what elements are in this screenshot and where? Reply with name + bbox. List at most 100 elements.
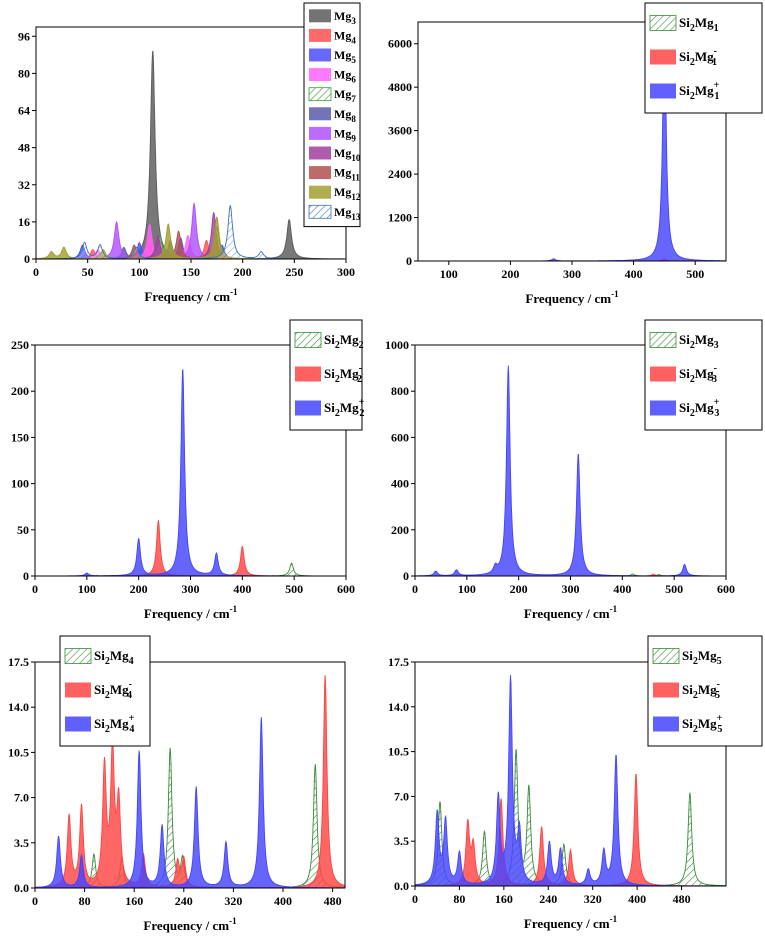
x-tick-label: 200 <box>510 582 528 596</box>
legend-label: Si2Mg-3 <box>679 363 717 385</box>
y-tick-label: 0 <box>403 569 409 583</box>
y-tick-label: 0.0 <box>394 879 409 893</box>
x-tick-label: 480 <box>324 894 342 908</box>
x-tick-label: 400 <box>625 267 643 281</box>
legend-swatch <box>308 87 332 102</box>
chart-panel-si2mg4: 0 80 160 240 320 400 480 0.0 3.5 7.0 10.5 14.0 17.5 F… <box>8 635 346 933</box>
legend-swatch <box>308 204 332 219</box>
y-tick-label: 32 <box>18 178 30 192</box>
series-group <box>35 675 345 888</box>
x-tick-label: 300 <box>182 582 200 596</box>
legend-swatch <box>294 332 322 348</box>
y-tick-label: 600 <box>391 430 409 444</box>
x-tick-label: 240 <box>539 892 557 906</box>
y-tick-label: 16 <box>18 215 30 229</box>
x-tick-label: 320 <box>224 894 242 908</box>
legend-swatch <box>295 400 321 416</box>
x-axis-label: Frequency / cm-1 <box>525 289 619 306</box>
legend-swatch <box>309 48 331 62</box>
x-tick-label: 480 <box>673 892 691 906</box>
x-tick-label: 100 <box>130 265 148 279</box>
chart-panel-si2mg3: 0 100 200 300 400 500 600 0 200 400 600 800 1000 Freq… <box>385 319 763 621</box>
plot-frame <box>35 26 347 260</box>
y-tick-label: 800 <box>391 384 409 398</box>
y-tick-label: 400 <box>391 477 409 491</box>
x-axis-label: Frequency / cm-1 <box>143 916 237 933</box>
x-tick-label: 160 <box>125 894 143 908</box>
y-tick-label: 0 <box>23 569 29 583</box>
series-group <box>415 365 726 576</box>
series-area-si2mg4plus <box>35 717 345 888</box>
x-tick-label: 100 <box>458 582 476 596</box>
legend-label: Mg5 <box>334 48 356 65</box>
y-tick-label: 0.0 <box>14 881 29 895</box>
legend-label: Si2Mg4 <box>94 648 134 667</box>
x-tick-label: 400 <box>628 892 646 906</box>
y-tick-label: 0 <box>406 254 412 268</box>
legend-label: Mg7 <box>334 87 356 104</box>
series-group <box>36 50 346 259</box>
y-tick-label: 4800 <box>388 80 412 94</box>
legend-swatch <box>65 716 91 732</box>
x-tick-label: 250 <box>285 265 303 279</box>
legend-label: Mg10 <box>334 146 361 163</box>
y-tick-label: 3.5 <box>394 834 409 848</box>
y-tick-label: 14.0 <box>8 700 29 714</box>
legend: Si2Mg2 Si2Mg-2 Si2Mg+ 2 <box>289 319 365 431</box>
legend-swatch <box>649 15 677 31</box>
x-axis-label: Frequency / cm-1 <box>144 604 238 621</box>
y-tick-label: 80 <box>18 66 30 80</box>
x-tick-label: 400 <box>233 582 251 596</box>
x-tick-label: 300 <box>337 265 355 279</box>
x-tick-label: 100 <box>440 267 458 281</box>
y-tick-label: 0 <box>24 252 30 266</box>
y-tick-label: 100 <box>11 477 29 491</box>
y-tick-label: 250 <box>11 338 29 352</box>
legend-label: Si2Mg5 <box>682 648 722 667</box>
legend-label: Si2Mg3 <box>679 332 719 351</box>
x-tick-label: 50 <box>82 265 94 279</box>
x-tick-label: 300 <box>562 582 580 596</box>
y-tick-label: 96 <box>18 29 30 43</box>
legend-swatch <box>309 68 331 82</box>
chart-panel-mg-clusters: 0 50 100 150 200 250 300 0 16 32 48 64 80 96 Frequency… <box>18 2 361 304</box>
legend-label: Si2Mg+ 2 <box>324 397 365 419</box>
x-tick-label: 0 <box>412 582 418 596</box>
legend-swatch <box>295 366 321 382</box>
legend-swatch <box>652 648 680 664</box>
y-tick-label: 17.5 <box>8 655 29 669</box>
series-area-si2mg3plus <box>415 365 726 576</box>
series-area-si2mg2 <box>35 562 346 576</box>
legend-label: Si2Mg-2 <box>324 363 362 385</box>
x-tick-label: 400 <box>274 894 292 908</box>
y-tick-label: 64 <box>18 104 30 118</box>
y-tick-label: 1200 <box>388 211 412 225</box>
legend-label: Si2Mg-5 <box>682 679 720 701</box>
legend-swatch <box>309 107 331 121</box>
legend-label: Mg12 <box>334 185 361 202</box>
x-tick-label: 80 <box>453 892 465 906</box>
legend-label: Mg13 <box>334 205 361 222</box>
x-axis-label: Frequency / cm-1 <box>144 287 238 304</box>
legend-swatch <box>650 400 676 416</box>
legend-label: Mg3 <box>334 9 356 26</box>
y-tick-label: 14.0 <box>388 700 409 714</box>
legend-label: Si2Mg2 <box>324 332 364 351</box>
y-tick-label: 48 <box>18 141 30 155</box>
x-tick-label: 500 <box>665 582 683 596</box>
legend-swatch <box>650 49 676 65</box>
y-tick-label: 10.5 <box>388 745 409 759</box>
legend-swatch <box>64 648 92 664</box>
y-tick-label: 17.5 <box>388 655 409 669</box>
series-area-mg3 <box>36 50 346 259</box>
legend-swatch <box>309 28 331 42</box>
legend-label: Mg6 <box>334 68 356 85</box>
x-tick-label: 200 <box>501 267 519 281</box>
x-tick-label: 500 <box>686 267 704 281</box>
legend-label: Si2Mg-1 <box>679 46 717 68</box>
x-tick-label: 200 <box>130 582 148 596</box>
chart-panel-si2mg2: 0 100 200 300 400 500 600 0 50 100 150 200 250 Freque… <box>11 319 365 621</box>
legend-label: Si2Mg+ 3 <box>679 397 720 419</box>
x-tick-label: 320 <box>584 892 602 906</box>
legend: Si2Mg1 Si2Mg-1 Si2Mg+ 1 <box>644 2 763 114</box>
